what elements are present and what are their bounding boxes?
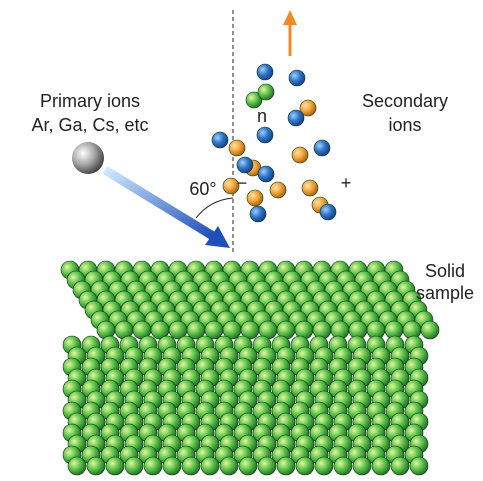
negative-ion [250, 206, 266, 222]
sample-atom [144, 457, 162, 475]
sample-atom [315, 457, 333, 475]
negative-ion [320, 204, 336, 220]
negative-ion [212, 132, 228, 148]
positive-ion [302, 180, 318, 196]
negative-label: − [237, 173, 248, 193]
diagram: Primary ions Ar, Ga, Cs, etc 60° n − + S… [0, 0, 483, 481]
sample-atom [258, 457, 276, 475]
negative-ion [257, 127, 273, 143]
sample-label: sample [416, 283, 474, 303]
sample-atom [421, 321, 439, 339]
primary-label: Primary ions [40, 91, 140, 111]
sample-atom [372, 457, 390, 475]
sample-atom [239, 457, 257, 475]
primary-elements: Ar, Ga, Cs, etc [31, 115, 148, 135]
sample-atom [353, 457, 371, 475]
angle-label: 60° [189, 179, 216, 199]
primary-ion [72, 142, 104, 174]
neutral-ion [258, 84, 274, 100]
sample-atom [296, 457, 314, 475]
sample-atom [68, 457, 86, 475]
negative-ion [258, 166, 274, 182]
sample-atom [277, 457, 295, 475]
sample-atom [391, 457, 409, 475]
sample-atom [125, 457, 143, 475]
positive-ion [270, 182, 286, 198]
positive-ion [247, 190, 263, 206]
secondary-label: ions [388, 115, 421, 135]
sample-lattice [61, 261, 439, 475]
sample-atom [201, 457, 219, 475]
emission-arrow-head [283, 10, 297, 25]
sample-atom [106, 457, 124, 475]
negative-ion [237, 157, 253, 173]
secondary-label: Secondary [362, 91, 448, 111]
sample-atom [220, 457, 238, 475]
positive-ion [229, 140, 245, 156]
neutral-label: n [257, 106, 267, 126]
positive-ion [292, 147, 308, 163]
sample-atom [334, 457, 352, 475]
negative-ion [288, 110, 304, 126]
sample-atom [87, 457, 105, 475]
negative-ion [289, 70, 305, 86]
negative-ion [257, 64, 273, 80]
sample-label: Solid [425, 261, 465, 281]
positive-label: + [341, 173, 352, 193]
negative-ion [314, 140, 330, 156]
sample-atom [410, 457, 428, 475]
angle-arc [196, 198, 233, 218]
sample-atom [163, 457, 181, 475]
sample-atom [182, 457, 200, 475]
